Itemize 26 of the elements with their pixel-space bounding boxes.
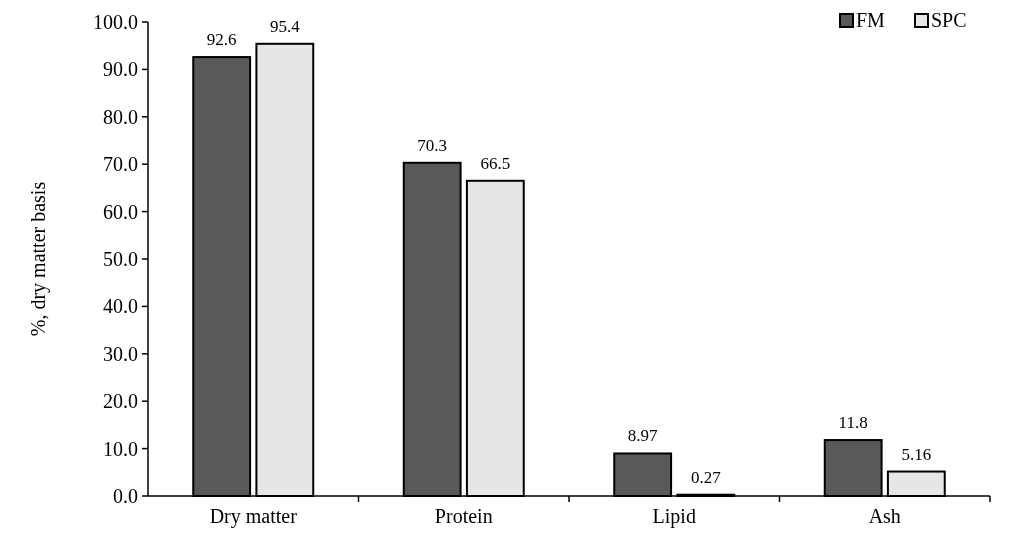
data-label: 11.8: [838, 413, 868, 433]
x-tick-label: Ash: [868, 505, 901, 527]
y-tick-label: 0.0: [113, 485, 138, 507]
y-tick-label: 40.0: [103, 295, 138, 318]
y-tick-label: 100.0: [93, 11, 138, 33]
x-tick-label: Lipid: [652, 505, 696, 528]
y-tick-label: 30.0: [103, 342, 138, 365]
y-tick-label: 10.0: [103, 437, 138, 460]
y-tick-label: 50.0: [103, 248, 138, 270]
legend-label: FM: [856, 9, 886, 31]
x-tick-label: Dry matter: [209, 505, 298, 528]
legend-label: SPC: [931, 9, 967, 31]
y-tick-label: 60.0: [103, 200, 138, 223]
y-tick-label: 20.0: [103, 390, 138, 413]
y-axis-title: %, dry matter basis: [27, 181, 50, 337]
data-label: 95.4: [269, 16, 301, 36]
y-tick-label: 70.0: [103, 153, 138, 176]
y-tick-label: 80.0: [103, 105, 138, 128]
data-label: 70.3: [417, 135, 448, 155]
data-label: 92.6: [206, 30, 237, 50]
x-tick-label: Protein: [434, 505, 493, 527]
data-label: 0.27: [690, 467, 722, 487]
data-label: 8.97: [627, 426, 659, 446]
y-tick-label: 90.0: [103, 58, 138, 81]
data-label: 66.5: [480, 153, 511, 173]
data-label: 5.16: [901, 444, 932, 464]
